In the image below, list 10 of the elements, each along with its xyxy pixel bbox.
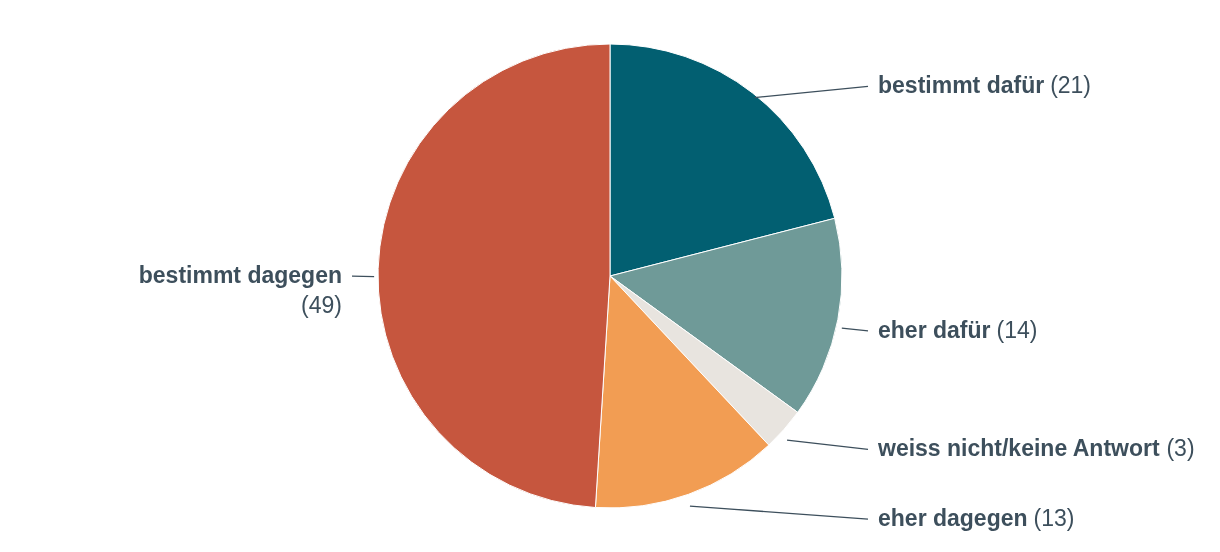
data-label: (14) — [996, 316, 1038, 343]
data-label: (21) — [1050, 72, 1092, 99]
slice-label: weiss nicht/keine Antwort — [877, 435, 1160, 462]
slice-label: eher dagegen — [878, 505, 1028, 532]
slice-label: bestimmt dagegen — [138, 262, 342, 289]
slice-label: eher dafür — [878, 316, 991, 343]
data-label: (13) — [1033, 505, 1075, 532]
data-label: (49) — [301, 292, 342, 319]
data-label: (3) — [1166, 435, 1195, 462]
slice-label: bestimmt dafür — [878, 72, 1045, 99]
